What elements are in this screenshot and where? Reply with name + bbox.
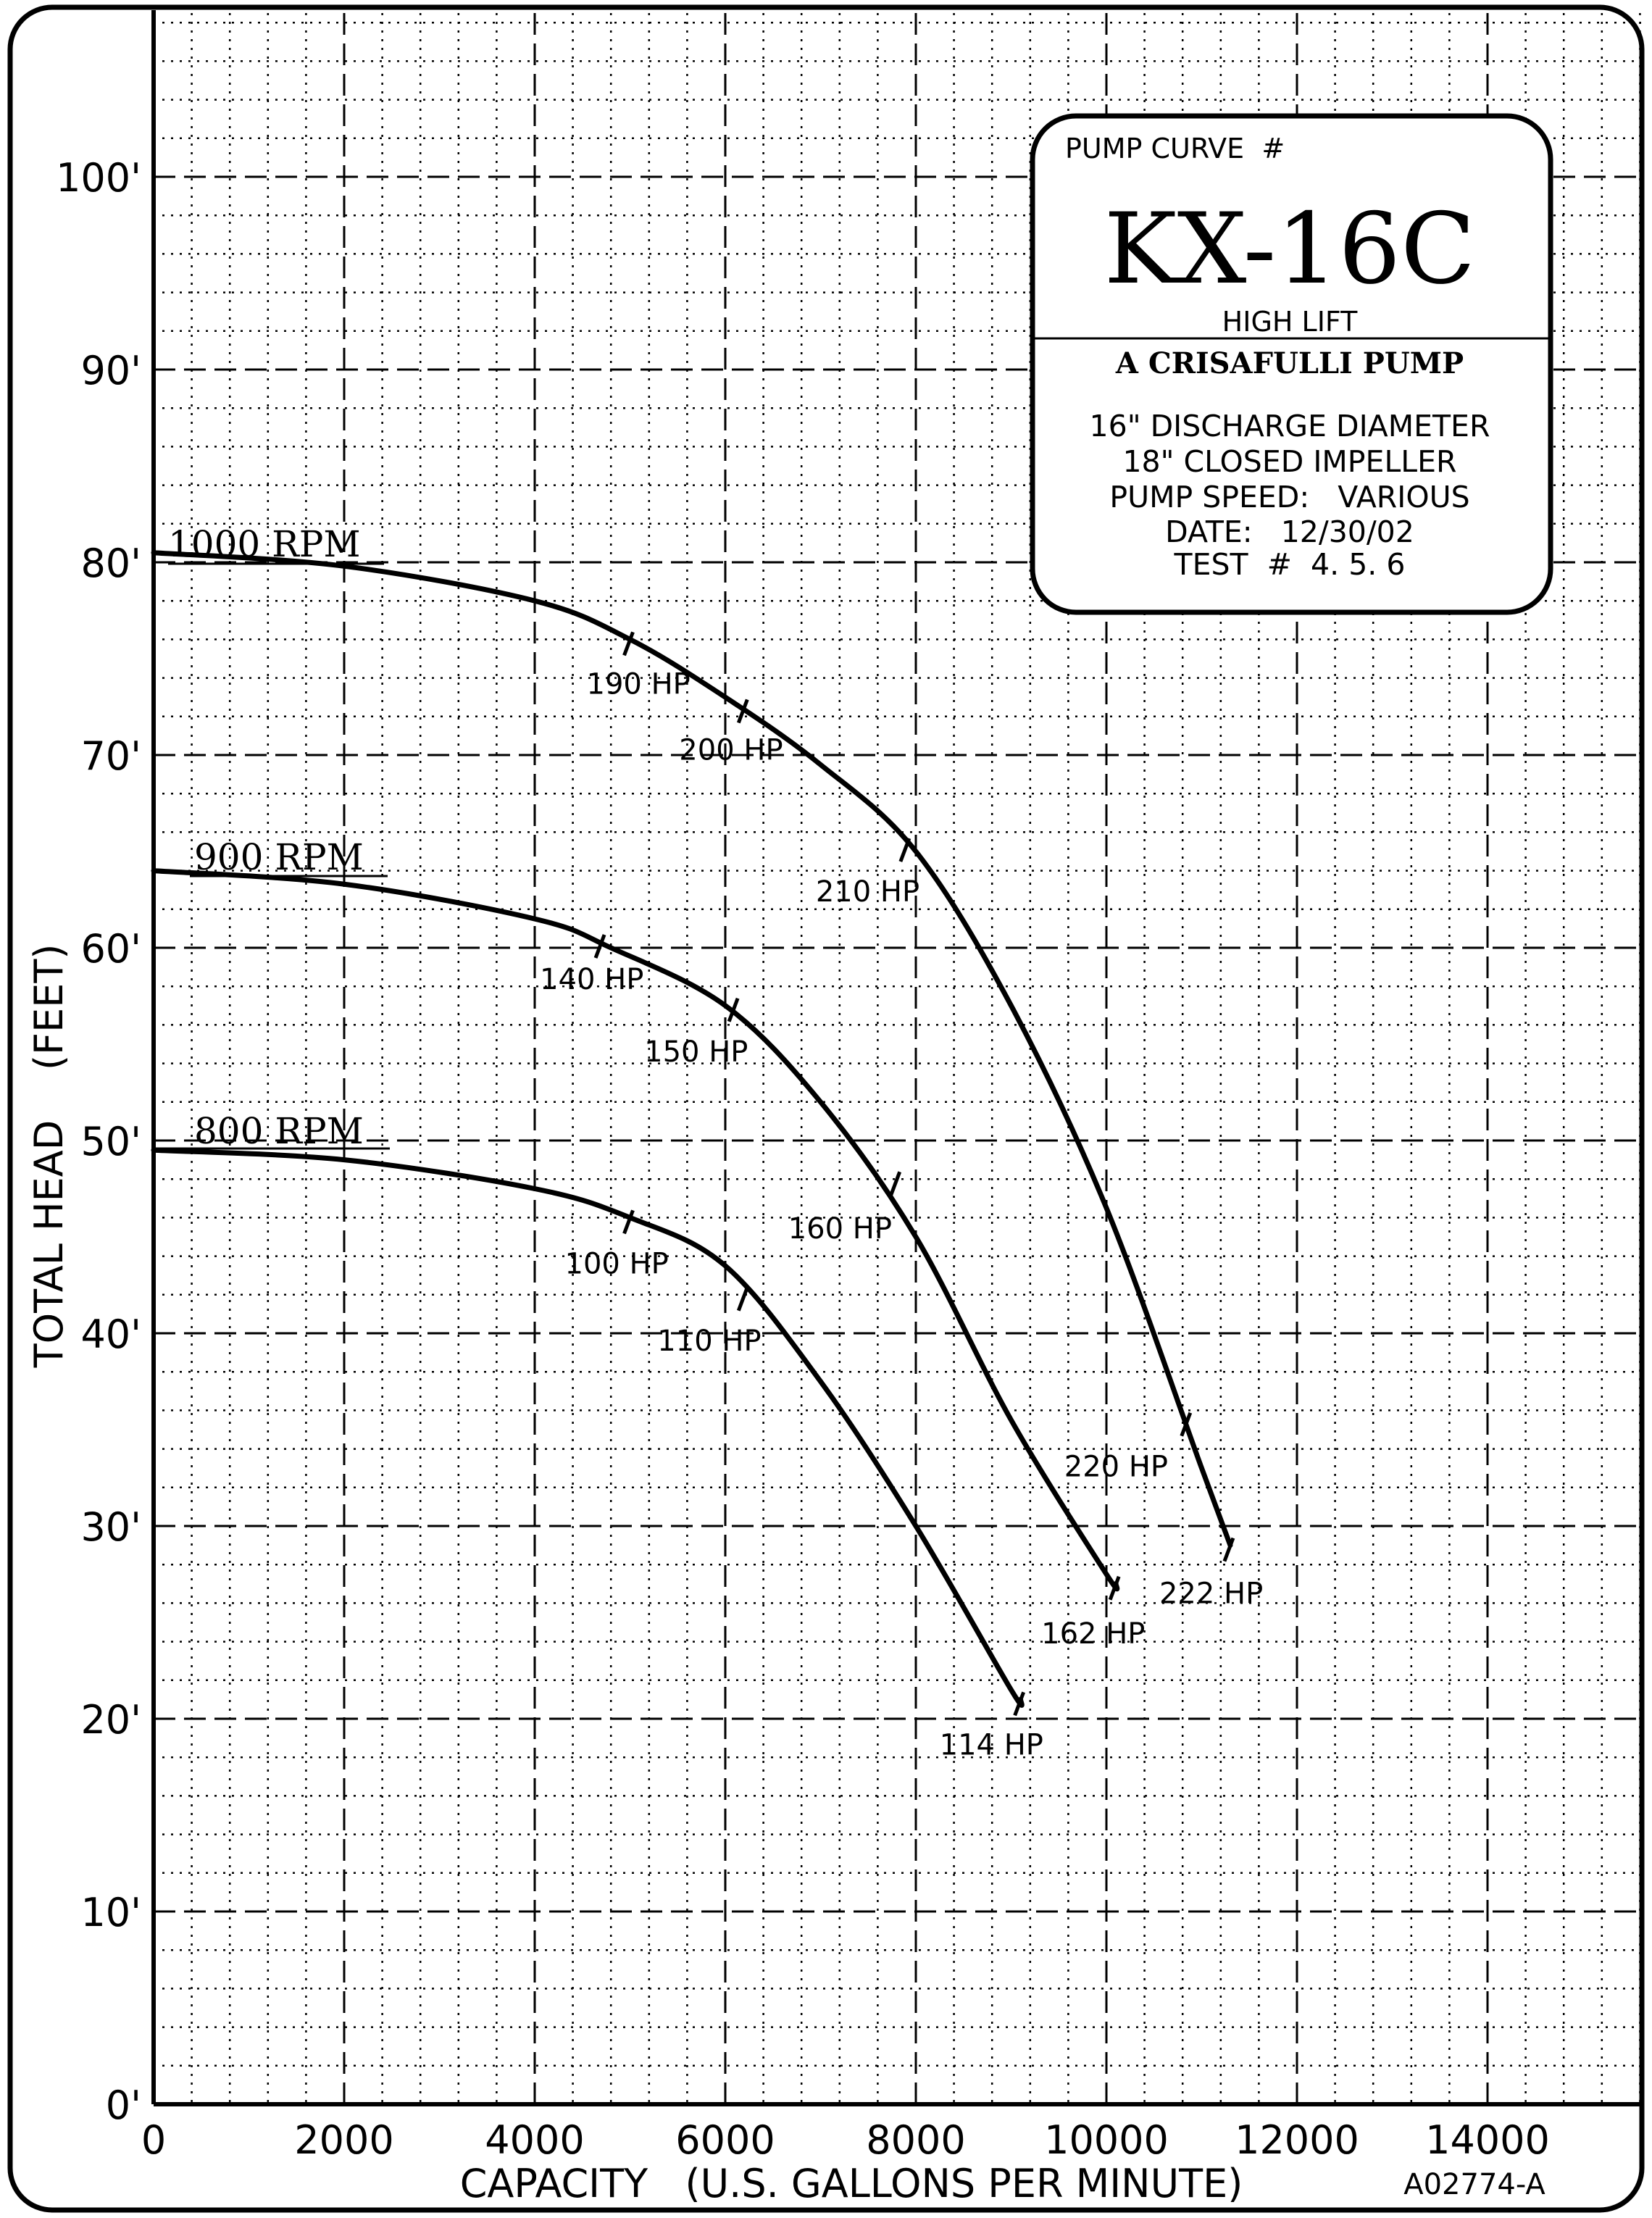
info-box-frame [1030, 113, 1553, 615]
hp-label: 220 HP [1064, 1451, 1168, 1484]
drawing-number: A02774-A [1403, 2168, 1545, 2201]
hp-tick-mark [736, 699, 749, 724]
x-tick-label: 10000 [1044, 2117, 1169, 2163]
y-tick-label: 10' [80, 1890, 141, 1935]
series-line [151, 550, 1233, 1548]
hp-tick-mark [889, 1171, 902, 1196]
spec-line: 16" DISCHARGE DIAMETER [1090, 409, 1490, 443]
hp-label: 140 HP [540, 963, 643, 996]
y-tick-label: 100' [56, 155, 141, 201]
hp-tick-mark [898, 838, 911, 862]
series-group: 1000 RPM 900 RPM 800 RPM [151, 523, 1233, 1708]
hp-tick-mark [1013, 1691, 1025, 1717]
series-name-label: 900 RPM [194, 836, 364, 878]
x-tick-label: 0 [141, 2117, 166, 2163]
hp-label: 100 HP [565, 1247, 669, 1280]
series-line [151, 868, 1120, 1592]
x-tick-label: 14000 [1425, 2117, 1550, 2163]
y-axis-label: TOTAL HEAD (FEET) [26, 944, 72, 1369]
tick-labels: 0 2000 4000 6000 8000 10000 12000 14000 0' 10' 20'… [56, 155, 1550, 2163]
hp-tick-mark [1180, 1412, 1193, 1437]
x-tick-label: 12000 [1235, 2117, 1359, 2163]
spec-line: TEST # 4. 5. 6 [1174, 547, 1406, 582]
y-tick-label: 50' [80, 1119, 141, 1164]
y-tick-label: 90' [80, 348, 141, 393]
hp-tick-mark [622, 1209, 635, 1235]
x-axis-label: CAPACITY (U.S. GALLONS PER MINUTE) [460, 2161, 1243, 2206]
spec-line: PUMP SPEED: VARIOUS [1109, 480, 1469, 514]
x-tick-label: 8000 [866, 2117, 965, 2163]
hp-label: 222 HP [1159, 1577, 1263, 1611]
hp-label: 150 HP [644, 1035, 748, 1069]
hp-label: 160 HP [788, 1212, 892, 1246]
x-tick-label: 6000 [675, 2117, 775, 2163]
spec-line: 18" CLOSED IMPELLER [1122, 444, 1456, 479]
x-tick-label: 4000 [485, 2117, 584, 2163]
info-box-heading: PUMP CURVE # [1065, 133, 1285, 164]
y-tick-label: 30' [80, 1504, 141, 1550]
hp-tick-mark [727, 997, 740, 1022]
spec-line: DATE: 12/30/02 [1165, 514, 1414, 549]
y-tick-label: 20' [80, 1697, 141, 1743]
hp-tick-mark [622, 631, 635, 656]
pump-subtitle: HIGH LIFT [1222, 306, 1358, 338]
y-tick-label: 0' [106, 2082, 141, 2128]
hp-tick-mark [736, 1286, 749, 1312]
hp-label: 190 HP [587, 667, 691, 701]
y-tick-label: 80' [80, 541, 141, 586]
hp-tick-mark [1108, 1575, 1121, 1601]
series-name-label: 1000 RPM [168, 523, 361, 565]
pump-maker: A CRISAFULLI PUMP [1115, 346, 1464, 380]
hp-tick-mark [593, 934, 606, 959]
x-tick-label: 2000 [294, 2117, 393, 2163]
pump-model-title: KX-16C [1104, 192, 1476, 306]
hp-label: 200 HP [679, 734, 783, 767]
hp-label: 162 HP [1041, 1617, 1145, 1651]
sheet-border [7, 4, 1645, 2213]
y-tick-label: 40' [80, 1312, 141, 1357]
y-tick-label: 60' [80, 926, 141, 972]
series-name-label: 800 RPM [194, 1110, 364, 1152]
hp-label: 210 HP [816, 875, 919, 909]
hp-label: 110 HP [657, 1325, 761, 1358]
info-box: PUMP CURVE # KX-16C HIGH LIFT A CRISAFUL… [1030, 113, 1553, 615]
hp-tick-mark [1222, 1537, 1235, 1562]
hp-marks: 190 HP 200 HP 210 HP 220 HP 222 HP 140 HP 150 … [540, 631, 1263, 1762]
axes [151, 10, 1640, 2106]
hp-label: 114 HP [940, 1728, 1043, 1762]
series-line [151, 1147, 1025, 1708]
y-tick-label: 70' [80, 733, 141, 779]
